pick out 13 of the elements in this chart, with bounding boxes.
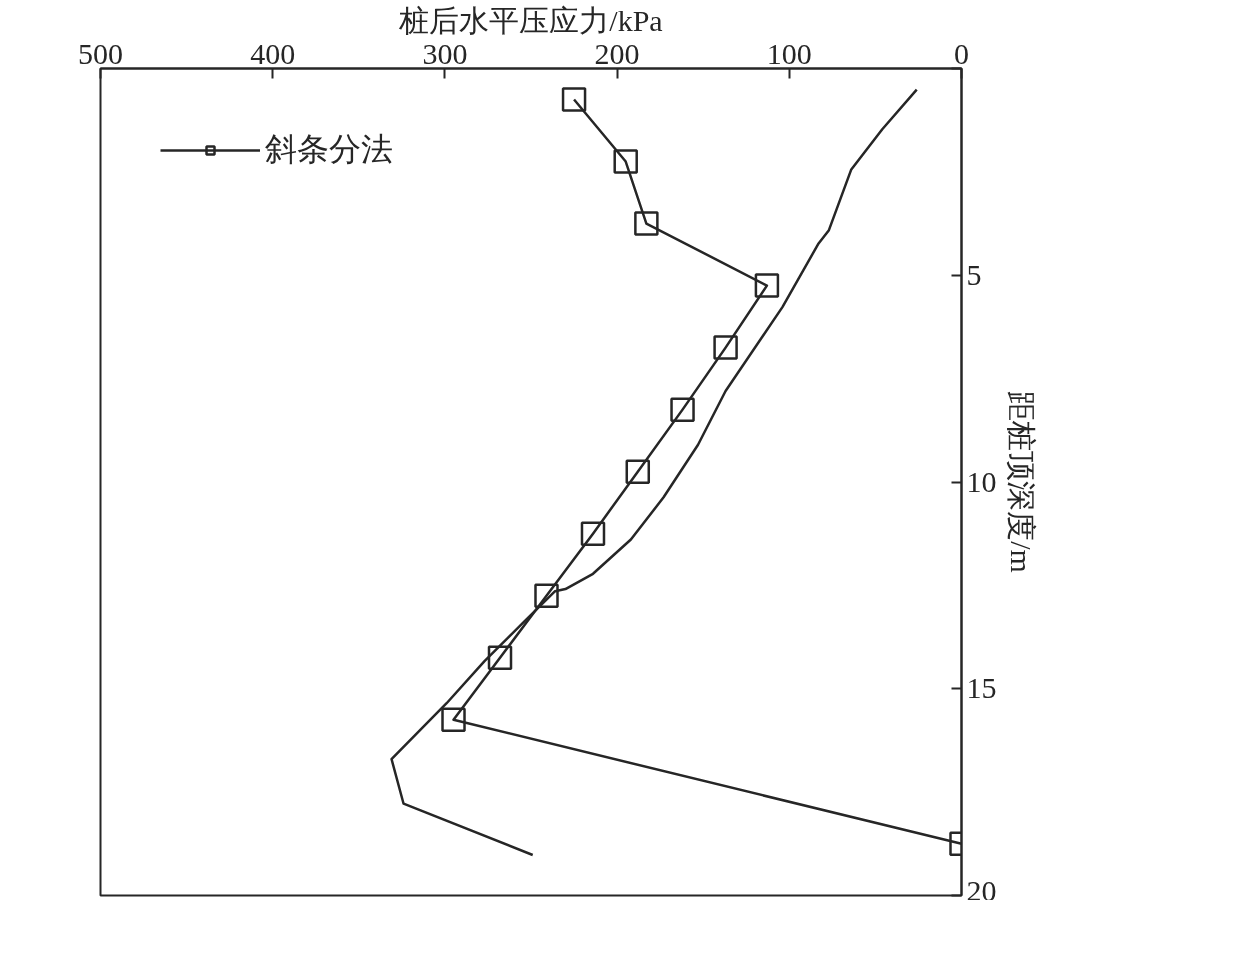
legend-label: 斜条分法	[265, 130, 393, 169]
y-tick-label: 20	[966, 873, 997, 907]
x-tick-label: 400	[250, 36, 296, 70]
x-tick-label: 300	[422, 36, 468, 70]
x-tick-label: 500	[78, 36, 123, 70]
x-tick-label: 100	[766, 36, 812, 70]
y-tick-label: 10	[966, 464, 997, 498]
x-tick-label: 0	[954, 36, 969, 70]
y-tick-label: 15	[966, 671, 997, 705]
x-tick-label: 200	[594, 36, 640, 70]
y-axis-title: 距桩顶深度/m	[1004, 391, 1038, 573]
x-axis-title: 桩后水平压应力/kPa	[398, 3, 663, 37]
y-tick-label: 5	[966, 257, 982, 291]
